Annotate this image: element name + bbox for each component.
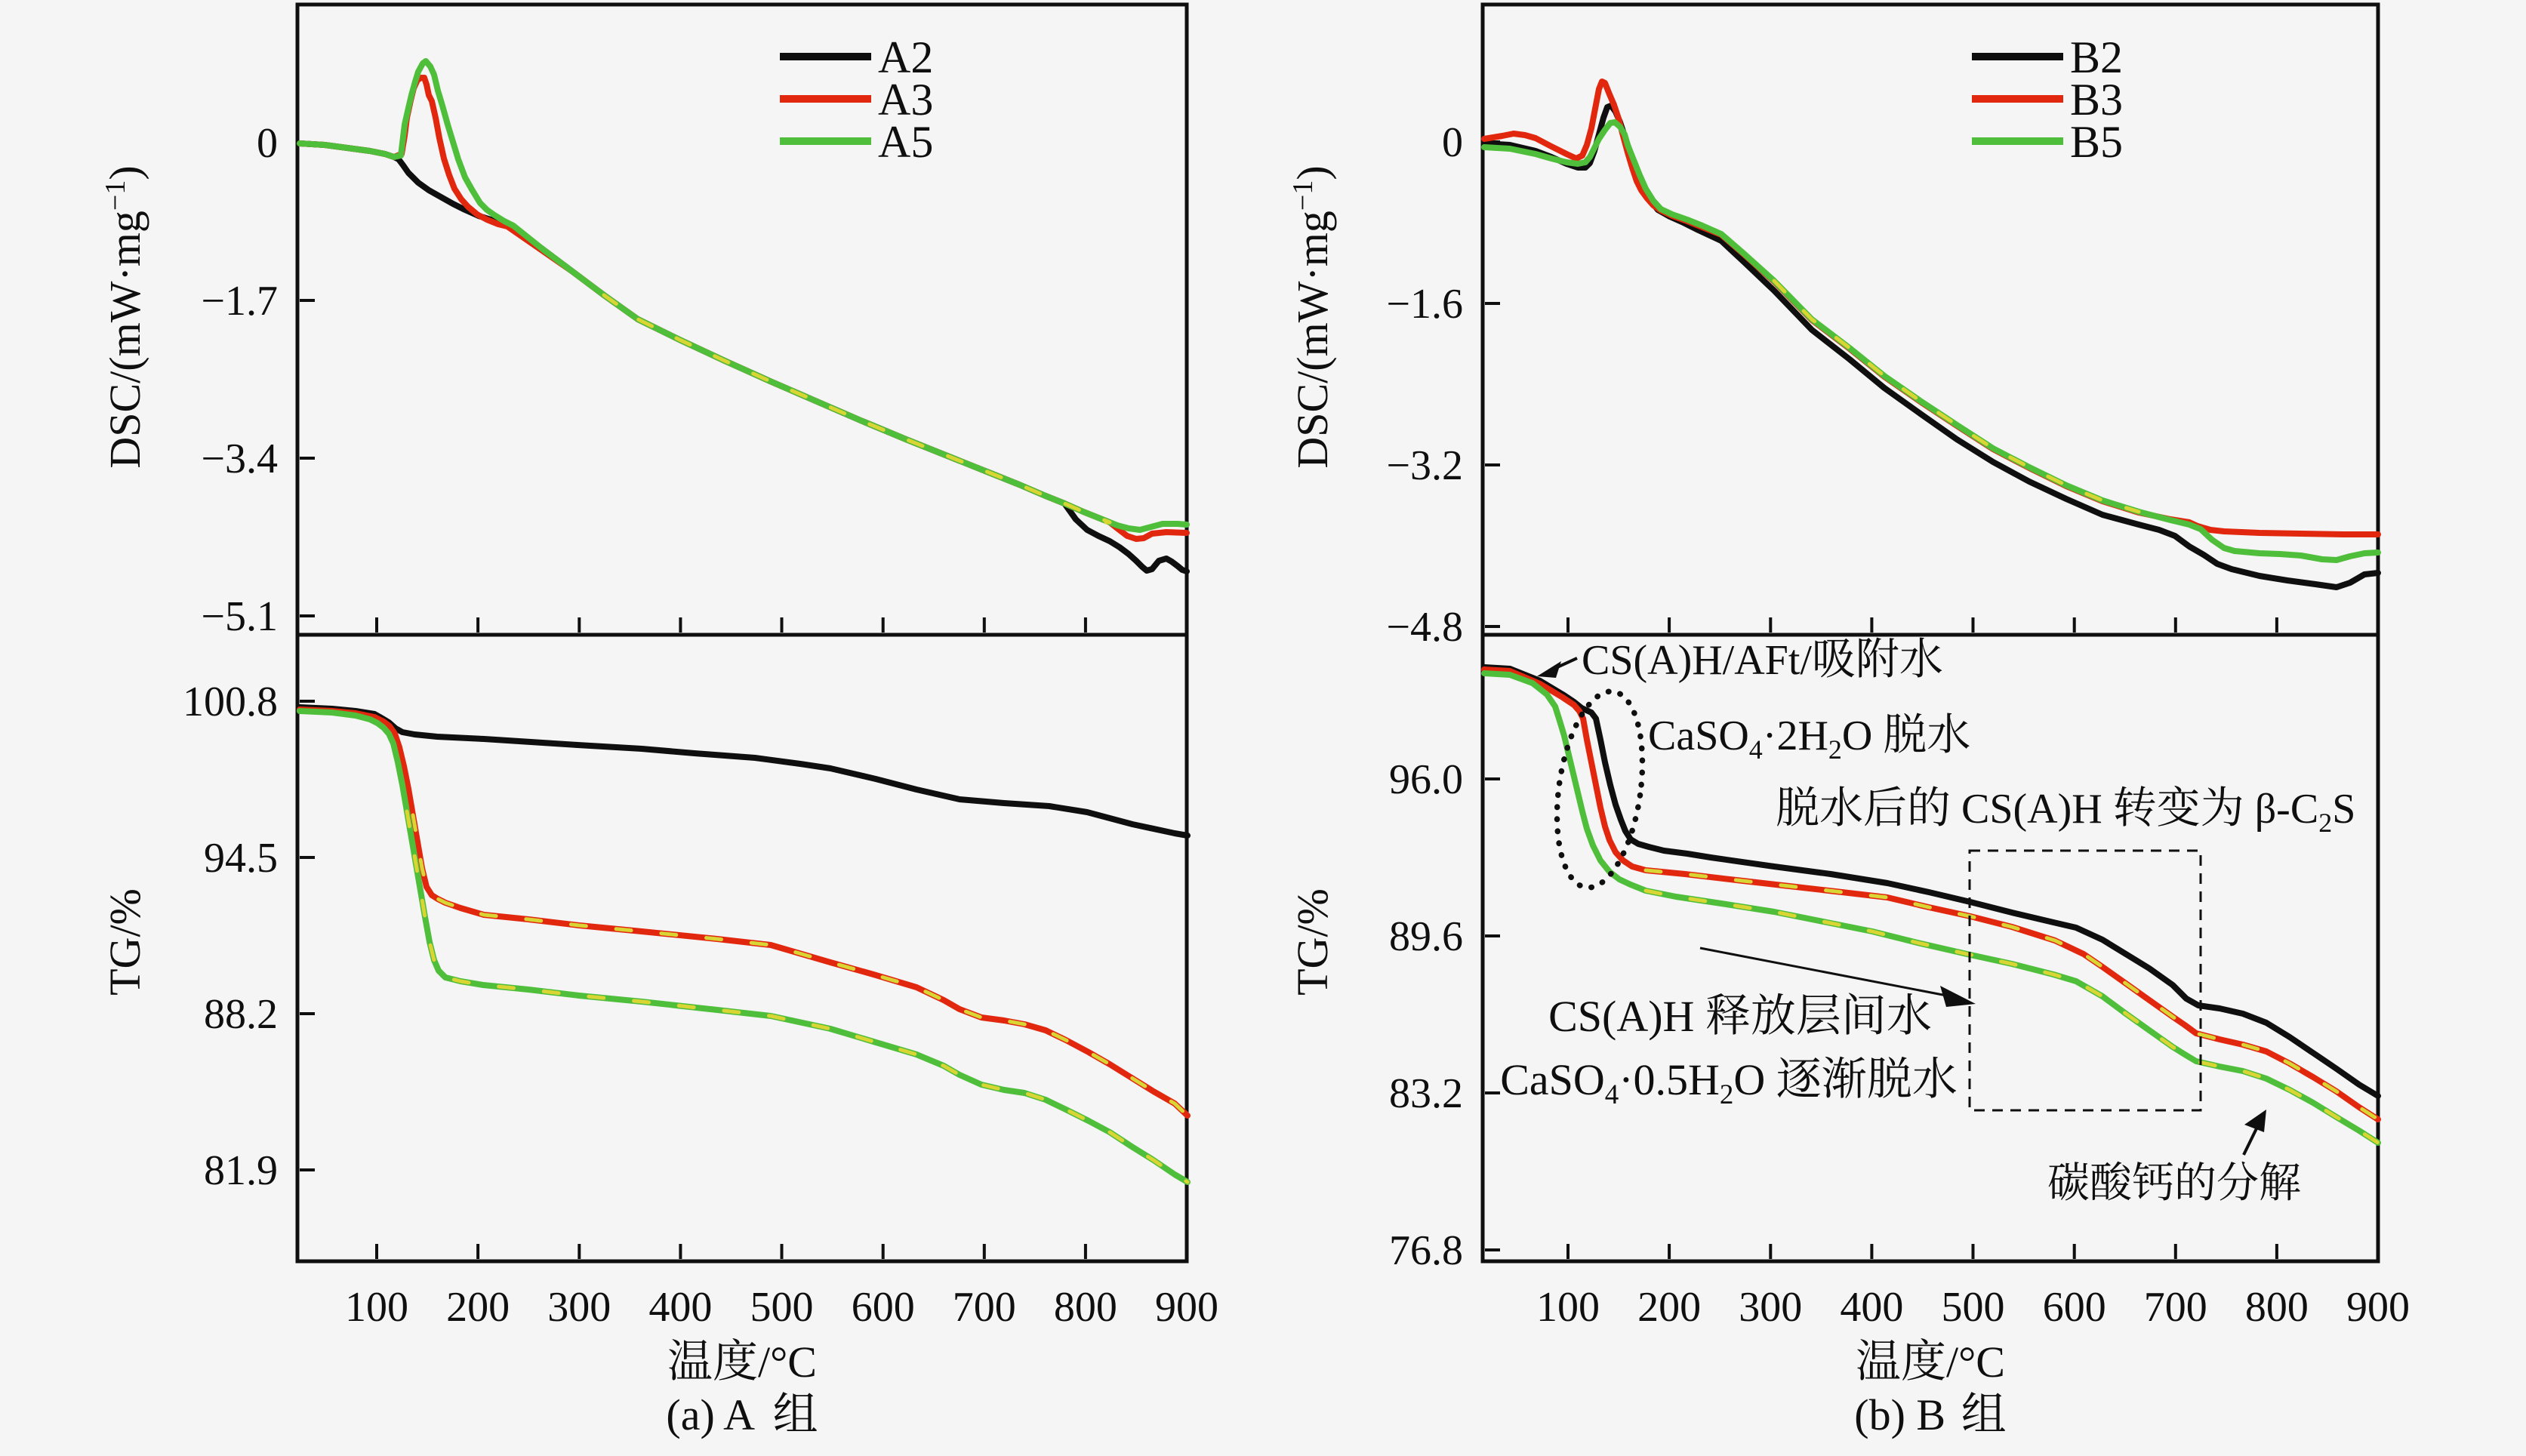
- svg-text:81.9: 81.9: [204, 1147, 278, 1194]
- svg-text:B5: B5: [2070, 117, 2123, 167]
- svg-text:CaSO: CaSO: [1500, 1055, 1605, 1104]
- svg-text:−1.6: −1.6: [1386, 281, 1463, 328]
- svg-text:500: 500: [1942, 1284, 2005, 1331]
- svg-text:800: 800: [2245, 1284, 2309, 1331]
- svg-text:/°C: /°C: [758, 1337, 817, 1387]
- svg-text:94.5: 94.5: [204, 835, 278, 882]
- svg-text:0: 0: [1442, 119, 1463, 166]
- svg-text:−3.2: −3.2: [1386, 442, 1463, 489]
- svg-text:100: 100: [345, 1284, 408, 1331]
- svg-text:400: 400: [1840, 1284, 1903, 1331]
- svg-text:CS(A)H/AFt/: CS(A)H/AFt/: [1582, 637, 1812, 684]
- svg-text:4: 4: [1605, 1079, 1619, 1110]
- svg-text:100.8: 100.8: [183, 679, 278, 725]
- svg-text:300: 300: [1739, 1284, 1802, 1331]
- svg-text:TG/%: TG/%: [100, 888, 149, 996]
- svg-text:2: 2: [1720, 1079, 1734, 1110]
- svg-text:−3.4: −3.4: [201, 436, 278, 482]
- svg-text:83.2: 83.2: [1389, 1070, 1463, 1117]
- svg-text:400: 400: [648, 1284, 712, 1331]
- svg-text:88.2: 88.2: [204, 991, 278, 1038]
- svg-text:96.0: 96.0: [1389, 756, 1463, 803]
- svg-text:0: 0: [257, 120, 278, 167]
- svg-text:(a) A: (a) A: [666, 1390, 755, 1439]
- svg-text:200: 200: [1637, 1284, 1701, 1331]
- svg-text:−1.7: −1.7: [201, 278, 278, 325]
- svg-text:A3: A3: [878, 75, 933, 125]
- svg-text:S: S: [2332, 786, 2355, 833]
- svg-text:200: 200: [446, 1284, 510, 1331]
- svg-text:DSC/(mW·mg−1): DSC/(mW·mg−1): [1287, 165, 1337, 468]
- svg-text:900: 900: [2346, 1284, 2410, 1331]
- svg-text:76.8: 76.8: [1389, 1227, 1463, 1274]
- svg-text:700: 700: [2144, 1284, 2207, 1331]
- svg-text:β-C: β-C: [2255, 786, 2319, 833]
- svg-text:500: 500: [750, 1284, 814, 1331]
- svg-text:B2: B2: [2070, 32, 2123, 82]
- svg-text:−5.1: −5.1: [201, 593, 278, 640]
- svg-text:700: 700: [953, 1284, 1016, 1331]
- svg-text:−4.8: −4.8: [1386, 604, 1463, 651]
- svg-text:600: 600: [852, 1284, 915, 1331]
- svg-text:100: 100: [1536, 1284, 1600, 1331]
- svg-text:89.6: 89.6: [1389, 913, 1463, 960]
- svg-text:B3: B3: [2070, 75, 2123, 125]
- svg-text:600: 600: [2043, 1284, 2106, 1331]
- svg-text:CS(A)H: CS(A)H: [1548, 992, 1694, 1041]
- svg-text:900: 900: [1155, 1284, 1218, 1331]
- svg-text:·0.5H: ·0.5H: [1619, 1055, 1720, 1104]
- svg-text:O: O: [1733, 1055, 1765, 1104]
- svg-text:4: 4: [1749, 734, 1763, 765]
- svg-text:DSC/(mW·mg−1): DSC/(mW·mg−1): [100, 165, 149, 468]
- svg-text:2: 2: [2318, 808, 2332, 838]
- svg-text:TG/%: TG/%: [1288, 888, 1337, 996]
- svg-text:·2H: ·2H: [1763, 713, 1828, 759]
- svg-text:(b) B: (b) B: [1854, 1390, 1945, 1439]
- svg-text:O: O: [1842, 713, 1872, 759]
- svg-text:A5: A5: [878, 117, 933, 167]
- svg-text:300: 300: [547, 1284, 611, 1331]
- svg-text:2: 2: [1828, 734, 1842, 765]
- svg-text:A2: A2: [878, 32, 933, 82]
- svg-text:CaSO: CaSO: [1648, 713, 1749, 759]
- svg-text:800: 800: [1054, 1284, 1117, 1331]
- svg-text:CS(A)H: CS(A)H: [1961, 786, 2102, 833]
- svg-text:/°C: /°C: [1946, 1337, 2005, 1387]
